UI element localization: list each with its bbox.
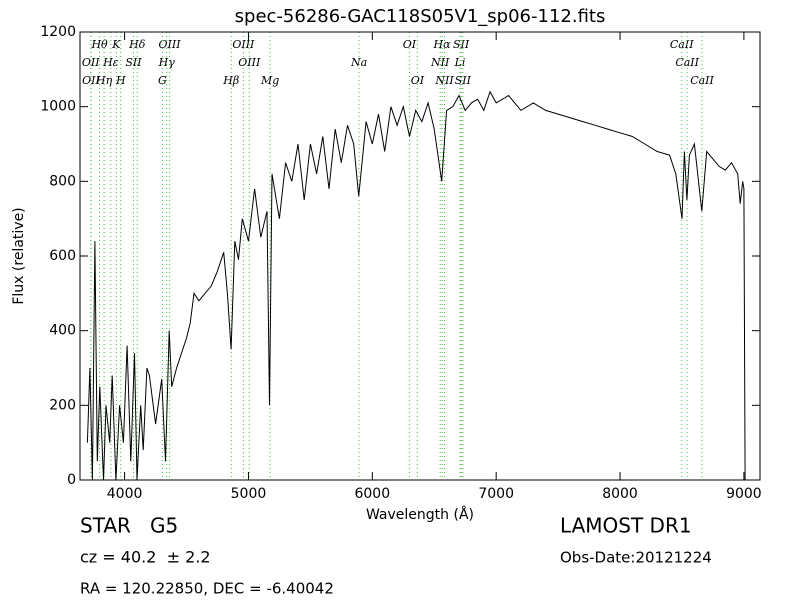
y-axis-label: Flux (relative): [11, 207, 27, 304]
x-axis-label: Wavelength (Å): [366, 506, 474, 523]
note: RA = 120.22850, DEC = -6.40042: [80, 580, 334, 598]
line-label: OIII: [232, 38, 255, 51]
line-label: G: [158, 74, 167, 87]
y-tick-label: 600: [49, 248, 76, 264]
x-tick-label: 9000: [726, 486, 762, 502]
line-label: OI: [403, 38, 417, 51]
spectrum-line: [86, 90, 746, 481]
line-label: SII: [125, 56, 142, 69]
y-tick-label: 400: [49, 323, 76, 339]
line-label: Hγ: [158, 56, 176, 69]
line-label: SII: [455, 74, 472, 87]
line-label: SII: [453, 38, 470, 51]
note: STAR G5: [80, 514, 178, 538]
line-label: OI: [411, 74, 425, 87]
line-label: Hα: [433, 38, 452, 51]
line-label: Hδ: [128, 38, 146, 51]
y-tick-label: 1000: [40, 99, 76, 115]
y-tick-label: 800: [49, 173, 76, 189]
line-label: Na: [350, 56, 367, 69]
line-label: NII: [434, 74, 454, 87]
line-label: Hβ: [222, 74, 239, 87]
line-label: Hη: [95, 74, 113, 87]
x-tick-label: 8000: [602, 486, 638, 502]
x-tick-label: 4000: [107, 486, 143, 502]
line-label: K: [111, 38, 121, 51]
line-label: CaII: [690, 74, 714, 87]
y-tick-label: 0: [67, 472, 76, 488]
line-label: OIII: [159, 38, 182, 51]
x-tick-label: 5000: [231, 486, 267, 502]
note: cz = 40.2 ± 2.2: [80, 548, 211, 567]
line-label: Li: [454, 56, 466, 69]
y-tick-label: 200: [49, 397, 76, 413]
line-label: OIII: [238, 56, 261, 69]
line-label: OII: [82, 74, 100, 87]
line-label: CaII: [670, 38, 694, 51]
line-label: OII: [82, 56, 100, 69]
line-label: H: [115, 74, 126, 87]
plot-frame: [79, 31, 761, 481]
x-tick-label: 6000: [354, 486, 390, 502]
note: LAMOST DR1: [560, 514, 692, 538]
line-label: Hθ: [90, 38, 108, 51]
x-tick-label: 7000: [478, 486, 514, 502]
note: Obs-Date:20121224: [560, 549, 712, 567]
line-label: NII: [430, 56, 450, 69]
line-label: Hε: [102, 56, 119, 69]
line-label: Mg: [260, 74, 279, 87]
line-label: CaII: [675, 56, 699, 69]
y-tick-label: 1200: [40, 24, 76, 40]
chart-title: spec-56286-GAC118S05V1_sp06-112.fits: [235, 6, 606, 27]
